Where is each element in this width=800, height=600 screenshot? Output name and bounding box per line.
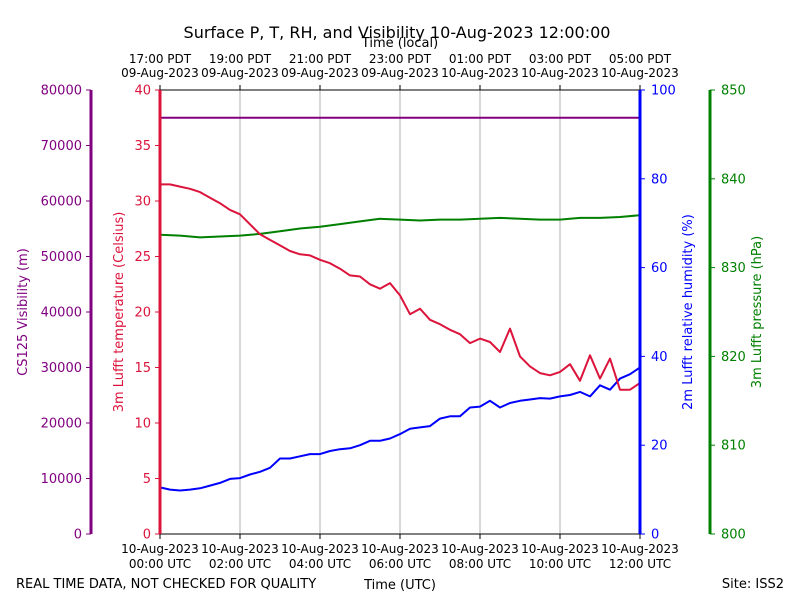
- bottom-tick-time: 02:00 UTC: [209, 557, 271, 571]
- top-tick-date: 10-Aug-2023: [521, 66, 599, 80]
- temperature-tick-label: 10: [134, 417, 151, 432]
- pressure-series-line: [159, 214, 641, 239]
- series-lines: [159, 116, 641, 492]
- pressure-tick-label: 830: [721, 261, 746, 276]
- bottom-tick-date: 10-Aug-2023: [121, 542, 199, 556]
- top-tick-date: 09-Aug-2023: [201, 66, 279, 80]
- temperature-tick-label: 20: [134, 306, 151, 321]
- bottom-tick-date: 10-Aug-2023: [281, 542, 359, 556]
- bottom-tick-date: 10-Aug-2023: [441, 542, 519, 556]
- bottom-tick-date: 10-Aug-2023: [361, 542, 439, 556]
- humidity-axis: 0 20 40 60 80 100 2m Lufft relative humidity (…: [638, 84, 696, 543]
- site-label: Site: ISS2: [722, 577, 784, 592]
- bottom-tick-time: 00:00 UTC: [129, 557, 191, 571]
- bottom-tick-date: 10-Aug-2023: [601, 542, 679, 556]
- humidity-tick-label: 100: [651, 84, 676, 99]
- top-tick-time: 03:00 PDT: [529, 52, 592, 66]
- temperature-axis: 0 5 10 15 20 25 30 35 40 3m Lufft temperature (Ce…: [112, 84, 162, 543]
- temperature-tick-label: 35: [134, 139, 151, 154]
- visibility-tick-label: 10000: [41, 472, 82, 487]
- temperature-tick-label: 40: [134, 84, 151, 99]
- bottom-axis-label: Time (UTC): [363, 578, 436, 593]
- temperature-tick-label: 25: [134, 250, 151, 265]
- temperature-tick-label: 15: [134, 361, 151, 376]
- pressure-tick-label: 800: [721, 528, 746, 543]
- top-tick-date: 09-Aug-2023: [361, 66, 439, 80]
- top-tick-time: 05:00 PDT: [609, 52, 672, 66]
- quality-notice: REAL TIME DATA, NOT CHECKED FOR QUALITY: [16, 577, 316, 592]
- pressure-tick-label: 840: [721, 172, 746, 187]
- visibility-axis: 0 10000 20000 30000 40000 50000 60000 70000 8000…: [16, 84, 93, 543]
- vertical-grid: [239, 90, 561, 534]
- top-tick-time: 19:00 PDT: [209, 52, 272, 66]
- temperature-tick-label: 0: [143, 528, 151, 543]
- top-tick-time: 21:00 PDT: [289, 52, 352, 66]
- visibility-tick-label: 60000: [41, 195, 82, 210]
- top-tick-time: 17:00 PDT: [129, 52, 192, 66]
- visibility-tick-label: 70000: [41, 139, 82, 154]
- visibility-tick-label: 80000: [41, 84, 82, 99]
- pressure-tick-label: 850: [721, 84, 746, 99]
- top-tick-time: 01:00 PDT: [449, 52, 512, 66]
- top-tick-date: 09-Aug-2023: [121, 66, 199, 80]
- bottom-tick-time: 04:00 UTC: [289, 557, 351, 571]
- temperature-series-line: [160, 183, 641, 391]
- top-tick-date: 09-Aug-2023: [281, 66, 359, 80]
- temperature-axis-label: 3m Lufft temperature (Celsius): [112, 212, 127, 413]
- top-tick-date: 10-Aug-2023: [441, 66, 519, 80]
- visibility-tick-label: 30000: [41, 361, 82, 376]
- humidity-series-line: [159, 366, 641, 492]
- top-tick-time: 23:00 PDT: [369, 52, 432, 66]
- visibility-tick-label: 50000: [41, 250, 82, 265]
- humidity-tick-label: 20: [651, 439, 668, 454]
- humidity-tick-label: 40: [651, 350, 668, 365]
- humidity-axis-label: 2m Lufft relative humidity (%): [681, 214, 696, 410]
- chart-title: Surface P, T, RH, and Visibility 10-Aug-…: [184, 23, 611, 42]
- visibility-tick-label: 0: [74, 528, 82, 543]
- top-tick-date: 10-Aug-2023: [601, 66, 679, 80]
- humidity-tick-label: 80: [651, 172, 668, 187]
- bottom-tick-time: 06:00 UTC: [369, 557, 431, 571]
- bottom-tick-time: 08:00 UTC: [449, 557, 511, 571]
- temperature-tick-label: 30: [134, 195, 151, 210]
- visibility-axis-label: CS125 Visibility (m): [16, 248, 31, 376]
- bottom-tick-date: 10-Aug-2023: [201, 542, 279, 556]
- pressure-axis-label: 3m Lufft pressure (hPa): [750, 236, 765, 388]
- top-axis-label: Time (local): [361, 36, 438, 51]
- pressure-axis: 800 810 820 830 840 850 3m Lufft pressure (hPa…: [708, 84, 765, 543]
- bottom-tick-time: 10:00 UTC: [529, 557, 591, 571]
- visibility-tick-label: 40000: [41, 306, 82, 321]
- visibility-tick-label: 20000: [41, 417, 82, 432]
- humidity-tick-label: 0: [651, 528, 659, 543]
- pressure-tick-label: 820: [721, 350, 746, 365]
- bottom-tick-time: 12:00 UTC: [609, 557, 671, 571]
- humidity-tick-label: 60: [651, 261, 668, 276]
- pressure-tick-label: 810: [721, 439, 746, 454]
- bottom-tick-date: 10-Aug-2023: [521, 542, 599, 556]
- temperature-tick-label: 5: [143, 472, 151, 487]
